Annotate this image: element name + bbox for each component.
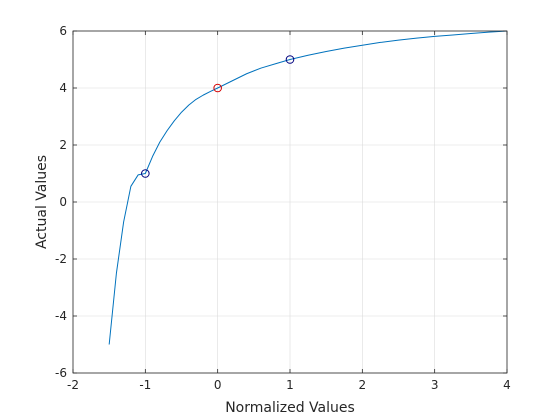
- x-tick-label: 1: [286, 378, 294, 392]
- y-tick-label: 2: [59, 138, 67, 152]
- y-tick-label: 4: [59, 81, 67, 95]
- x-tick-label: 4: [503, 378, 511, 392]
- x-tick-label: 3: [431, 378, 439, 392]
- y-tick-label: 6: [59, 24, 67, 38]
- x-tick-label: 2: [359, 378, 367, 392]
- y-tick-labels: -6 -4 -2 0 2 4 6: [55, 24, 67, 380]
- x-axis-label: Normalized Values: [225, 400, 355, 416]
- y-tick-label: -6: [55, 366, 67, 380]
- marker-layer: [141, 55, 295, 178]
- y-tick-label: -4: [55, 309, 67, 323]
- x-tick-label: 0: [214, 378, 222, 392]
- data-point-marker: [141, 169, 150, 178]
- x-tick-labels: -2 -1 0 1 2 3 4: [67, 378, 511, 392]
- series-line: [108, 30, 508, 345]
- tick-marks: [72, 30, 508, 374]
- x-tick-label: -2: [67, 378, 79, 392]
- y-tick-label: 0: [59, 195, 67, 209]
- y-axis-label: Actual Values: [34, 155, 50, 249]
- series-layer: [108, 30, 508, 345]
- data-point-marker: [285, 55, 295, 64]
- x-tick-label: -1: [139, 378, 151, 392]
- y-tick-label: -2: [55, 252, 67, 266]
- data-point-marker: [213, 83, 222, 93]
